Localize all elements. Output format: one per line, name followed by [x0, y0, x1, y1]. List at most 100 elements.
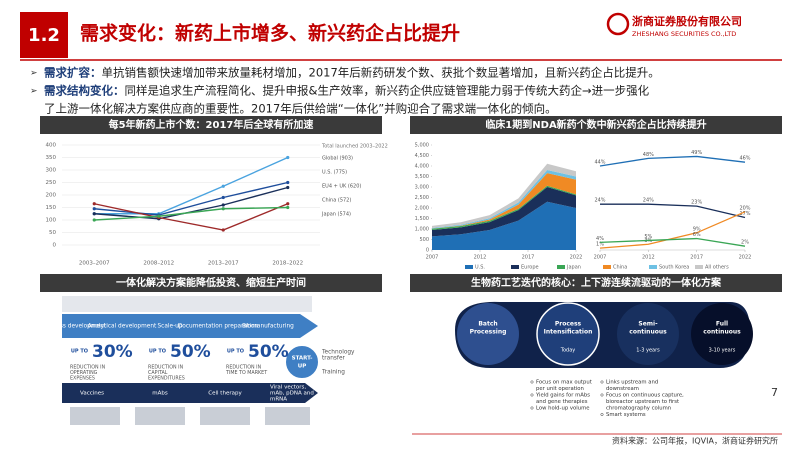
- legend-label: U.S. (775): [322, 170, 347, 176]
- start-up: START-: [292, 356, 313, 362]
- y-tick-label: 1,000: [415, 227, 429, 233]
- x-tick-label: 2007: [426, 255, 439, 261]
- y-tick-label: 500: [419, 237, 429, 243]
- bullet-dot: [530, 393, 534, 397]
- saving-desc: REDUCTION IN: [226, 365, 262, 371]
- process-band: [455, 301, 750, 368]
- y-tick-label: 250: [46, 180, 57, 186]
- stage-name: Processing: [470, 329, 507, 336]
- service-label: Technology: [321, 350, 355, 356]
- logo: [606, 12, 630, 36]
- step-label: Documentation preparation: [178, 324, 259, 330]
- point: [221, 207, 225, 211]
- saving-desc: REDUCTION IN: [70, 365, 106, 371]
- y-tick-label: 3,500: [415, 174, 429, 180]
- x-tick-label: 2022: [570, 255, 583, 261]
- series-line: [94, 203, 289, 231]
- point: [286, 185, 290, 190]
- point: [286, 202, 290, 206]
- bullet-dot: [600, 380, 604, 384]
- saving-desc: REDUCTION IN: [148, 365, 184, 371]
- series-line: [600, 203, 746, 219]
- saving-desc: CAPITAL: [148, 370, 168, 376]
- legend-label: U.S.: [475, 265, 485, 271]
- step-label: Scale-up: [157, 324, 182, 330]
- steps-arrow: [62, 314, 318, 338]
- process-bullet: bioreactor upstream to first: [606, 399, 679, 405]
- point: [92, 207, 96, 211]
- step-label: Process development: [44, 324, 107, 330]
- product-label: mAbs: [152, 391, 168, 397]
- panel-bar: [410, 116, 782, 134]
- panel-title: 临床1期到NDA新药个数中新兴药企占比持续提升: [485, 118, 706, 131]
- area: [432, 169, 576, 229]
- process-bullet: Smart systems: [606, 412, 646, 418]
- point: [286, 205, 290, 210]
- products-band: [62, 383, 318, 403]
- product-label: mRNA: [270, 397, 287, 403]
- y-tick-label: 3,000: [415, 185, 429, 191]
- y-tick-label: 2,500: [415, 195, 429, 201]
- data-label: 2%: [741, 240, 749, 246]
- saving-desc: EXPENSES: [70, 376, 95, 382]
- legend-label: China: [613, 265, 627, 271]
- saving-value: 50%: [248, 342, 289, 362]
- x-tick-label: 2018–2022: [272, 261, 303, 267]
- data-label: 9%: [693, 226, 701, 232]
- bullet-label: 需求结构变化：: [44, 84, 125, 98]
- x-tick-label: 2013–2017: [208, 261, 239, 267]
- stage-time: 3-10 years: [709, 348, 736, 354]
- series-line: [599, 211, 746, 249]
- stage-name: Semi-: [638, 321, 658, 328]
- y-tick-label: 0: [426, 248, 429, 254]
- y-tick-label: 150: [46, 205, 57, 211]
- area: [432, 163, 576, 228]
- point: [157, 214, 161, 218]
- stage-circle: [691, 303, 753, 365]
- y-tick-label: 1,500: [415, 216, 429, 222]
- series-line: [94, 206, 288, 221]
- y-tick-label: 50: [49, 230, 56, 236]
- stage-circle: [457, 303, 519, 365]
- section-number: 1.2: [28, 25, 60, 46]
- legend-swatch: [649, 265, 657, 269]
- data-label: 44%: [594, 160, 605, 166]
- data-label: 5%: [644, 234, 652, 240]
- series-line: [599, 237, 746, 247]
- legend-label: All others: [705, 265, 729, 271]
- y-tick-label: 0: [53, 243, 57, 249]
- bullet-marker: ➢: [30, 69, 38, 79]
- bullet-dot: [530, 380, 534, 384]
- x-tick-label: 2012: [474, 255, 487, 261]
- data-label: 20%: [739, 205, 750, 211]
- area: [432, 173, 576, 229]
- legend-swatch: [603, 265, 611, 269]
- data-label: 6%: [693, 232, 701, 238]
- panel-bar: [410, 274, 782, 292]
- x-tick-label: 2012: [642, 255, 655, 261]
- stage-name: continuous: [703, 329, 741, 336]
- point: [221, 184, 225, 188]
- start-up-circle: [284, 344, 320, 380]
- saving-prefix: UP TO: [227, 349, 244, 355]
- y-tick-label: 5,000: [415, 143, 429, 149]
- stage-name: Batch: [478, 321, 497, 328]
- panel-bar: [40, 116, 382, 134]
- series-line: [599, 155, 746, 167]
- process-bullet: Yield gains for mAbs: [535, 393, 590, 399]
- stage-name: Intensification: [544, 329, 593, 336]
- saving-value: 30%: [92, 342, 133, 362]
- legend-label: Japan (574): [321, 212, 351, 218]
- process-bullet: Low hold-up volume: [536, 406, 589, 412]
- point: [92, 218, 96, 222]
- bullet-label: 需求扩容：: [44, 66, 102, 80]
- x-tick-label: 2017: [690, 255, 703, 261]
- legend-label: Global (903): [322, 156, 353, 162]
- y-tick-label: 4,500: [415, 153, 429, 159]
- point: [221, 203, 225, 207]
- process-bullet: Focus on continuous capture,: [606, 393, 684, 399]
- panel-bar: [40, 274, 382, 292]
- stage-name: continuous: [629, 329, 667, 336]
- y-tick-label: 2,000: [415, 206, 429, 212]
- y-tick-label: 100: [46, 218, 57, 224]
